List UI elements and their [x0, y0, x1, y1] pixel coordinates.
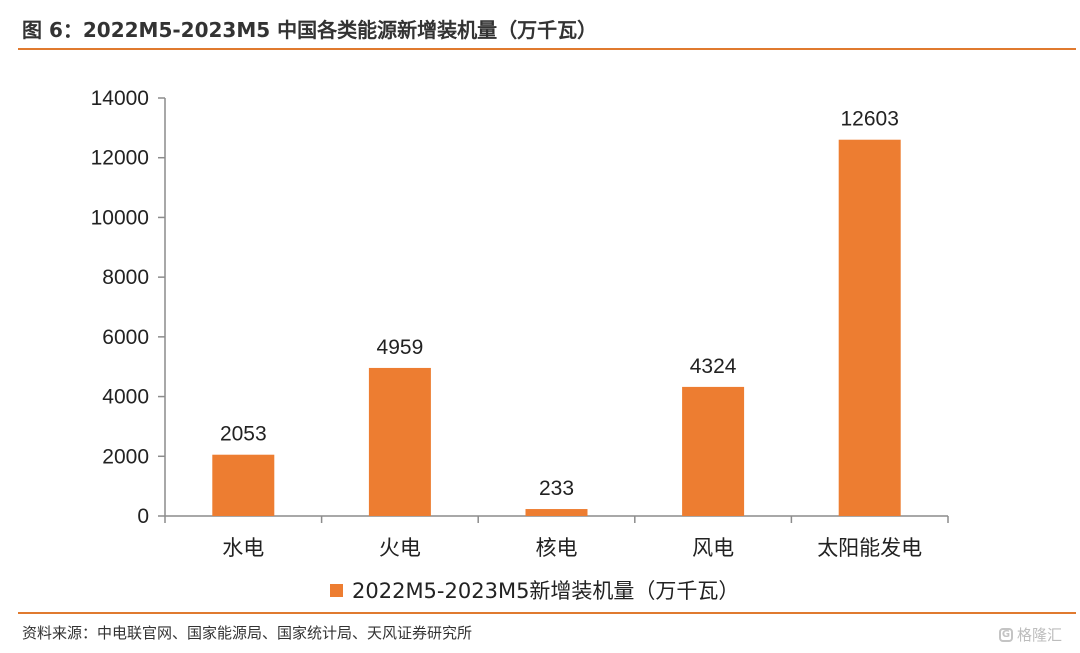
y-tick-label: 2000 — [102, 445, 149, 468]
x-category-label: 太阳能发电 — [817, 536, 922, 560]
bar — [525, 509, 588, 516]
y-tick-label: 12000 — [91, 147, 149, 170]
data-label: 4324 — [690, 355, 737, 378]
data-label: 4959 — [377, 336, 424, 359]
y-tick-label: 0 — [137, 505, 149, 528]
data-label: 12603 — [840, 108, 898, 131]
x-category-label: 火电 — [379, 536, 421, 560]
x-category-label: 核电 — [536, 536, 578, 560]
legend-swatch — [330, 584, 343, 597]
legend-label: 2022M5-2023M5新增装机量（万千瓦） — [352, 579, 739, 603]
x-category-label: 风电 — [692, 536, 734, 560]
figure-title: 图 6：2022M5-2023M5 中国各类能源新增装机量（万千瓦） — [22, 18, 598, 42]
y-tick-label: 8000 — [102, 266, 149, 289]
y-tick-label: 6000 — [102, 326, 149, 349]
y-tick-label: 10000 — [91, 206, 149, 229]
x-category-label: 水电 — [222, 536, 264, 560]
data-label: 233 — [539, 477, 574, 500]
y-tick-label: 14000 — [91, 87, 149, 110]
bar-chart: 0 2000 4000 6000 8000 10000 12000 14000 2053 水电 49… — [91, 87, 949, 603]
y-tick-label: 4000 — [102, 386, 149, 409]
watermark: G 格隆汇 — [998, 624, 1062, 645]
bar — [212, 454, 275, 516]
title-divider — [18, 48, 1076, 50]
bar — [682, 386, 745, 516]
glh-logo-icon: G — [998, 627, 1013, 642]
source-divider — [18, 612, 1076, 614]
source-note: 资料来源：中电联官网、国家能源局、国家统计局、天风证券研究所 — [22, 624, 473, 642]
data-label: 2053 — [220, 423, 267, 446]
watermark-text: 格隆汇 — [1016, 626, 1062, 644]
bar — [838, 139, 901, 516]
bar — [368, 367, 431, 516]
